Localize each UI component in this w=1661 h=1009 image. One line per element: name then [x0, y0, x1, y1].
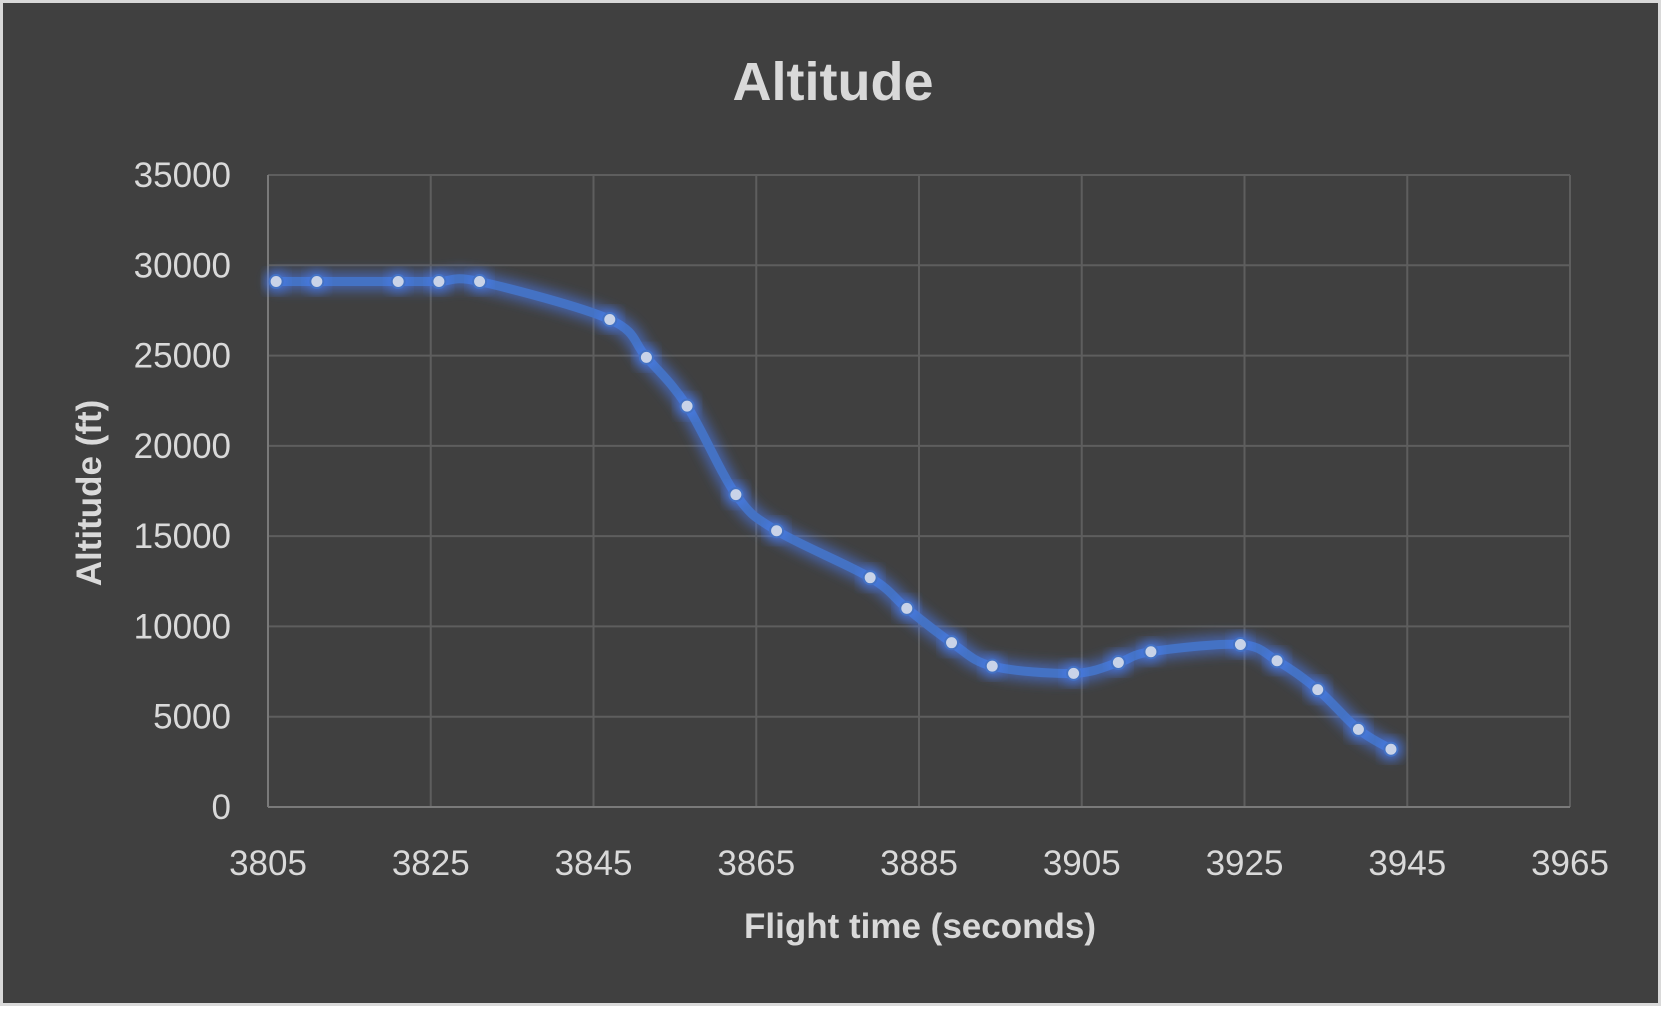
x-tick-label: 3925 [1206, 844, 1284, 883]
x-tick-label: 3825 [392, 844, 470, 883]
data-point [944, 635, 960, 651]
x-axis-title: Flight time (seconds) [744, 907, 1096, 946]
data-point [984, 658, 1000, 674]
series-line [271, 274, 1396, 754]
x-tick-label: 3865 [717, 844, 795, 883]
data-point [862, 570, 878, 586]
y-tick-label: 30000 [134, 246, 231, 285]
y-tick-label: 5000 [153, 698, 231, 737]
data-point [309, 274, 325, 290]
data-point [268, 274, 284, 290]
y-tick-label: 25000 [134, 337, 231, 376]
data-point [1066, 665, 1082, 681]
x-tick-label: 3965 [1531, 844, 1609, 883]
data-point [1143, 644, 1159, 660]
x-tick-label: 3945 [1368, 844, 1446, 883]
data-point [679, 398, 695, 414]
series-glow [267, 269, 1400, 759]
tick-labels: 0 5000 10000 15000 20000 25000 30000 35000 3805 3… [134, 156, 1609, 883]
data-point [1350, 721, 1366, 737]
data-point [602, 311, 618, 327]
gridlines [267, 174, 1571, 808]
x-tick-label: 3905 [1043, 844, 1121, 883]
data-point [472, 274, 488, 290]
data-point [1383, 741, 1399, 757]
data-point [1310, 682, 1326, 698]
data-point [1232, 636, 1248, 652]
data-point [638, 349, 654, 365]
y-tick-label: 20000 [134, 427, 231, 466]
x-tick-label: 3805 [229, 844, 307, 883]
chart-title: Altitude [733, 52, 934, 112]
y-axis-title: Altitude (ft) [70, 400, 109, 587]
x-tick-label: 3885 [880, 844, 958, 883]
line-chart: 0 5000 10000 15000 20000 25000 30000 35000 3805 3… [70, 52, 1609, 946]
data-point [390, 274, 406, 290]
y-tick-label: 15000 [134, 517, 231, 556]
y-tick-label: 10000 [134, 607, 231, 646]
data-point [728, 487, 744, 503]
data-point [899, 600, 915, 616]
y-tick-label: 35000 [134, 156, 231, 195]
data-point [431, 274, 447, 290]
data-point [769, 523, 785, 539]
y-tick-label: 0 [212, 788, 231, 827]
data-point [1269, 653, 1285, 669]
x-tick-label: 3845 [555, 844, 633, 883]
data-point [1110, 655, 1126, 671]
series-altitude [265, 269, 1402, 761]
